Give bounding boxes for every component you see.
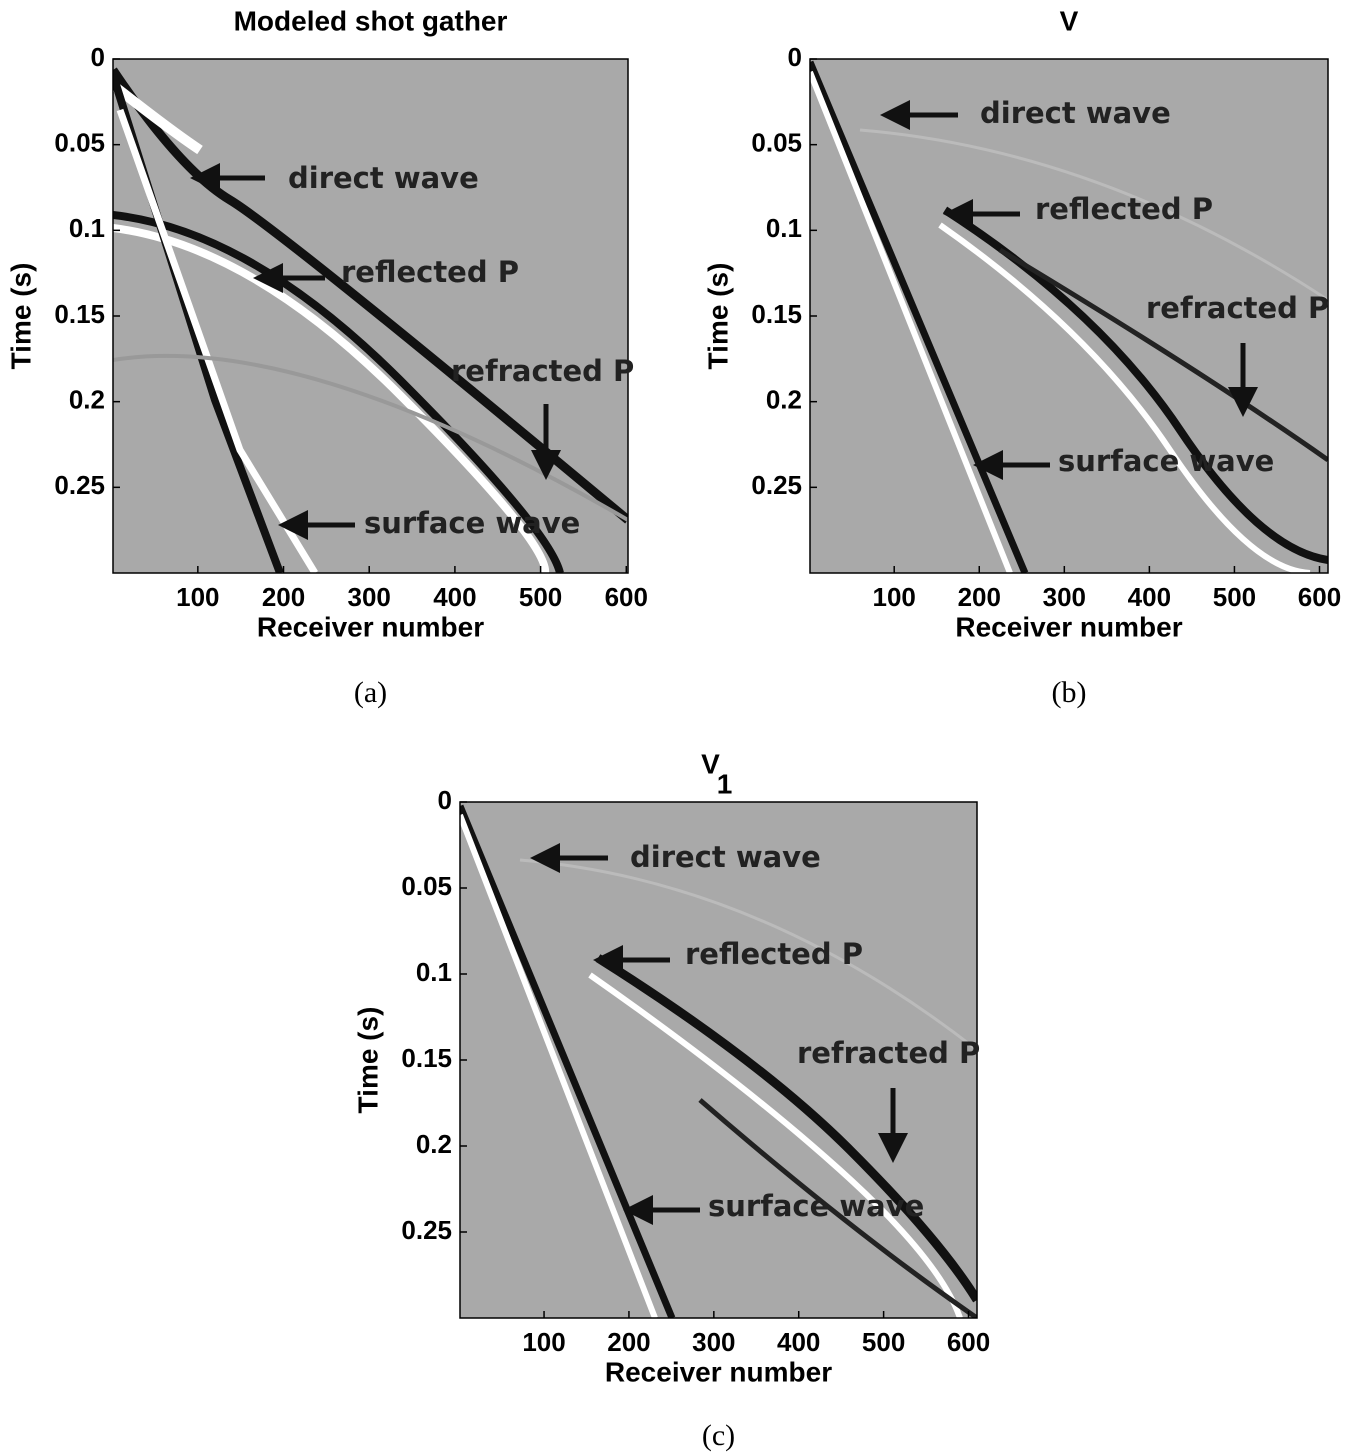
x-tick-label: 200 bbox=[958, 582, 1001, 612]
x-tick-label: 600 bbox=[605, 582, 648, 612]
x-tick-label: 300 bbox=[692, 1327, 735, 1357]
wave-event bbox=[113, 81, 203, 155]
y-tick-label: 0.2 bbox=[416, 1129, 452, 1159]
x-tick-label: 400 bbox=[777, 1327, 820, 1357]
panel-title: V bbox=[701, 748, 720, 779]
wavefield-events bbox=[810, 60, 1328, 573]
annotation: reflected P bbox=[685, 937, 863, 971]
x-tick-label: 200 bbox=[607, 1327, 650, 1357]
panel-title-sub: 1 bbox=[717, 768, 733, 799]
x-tick-label: 300 bbox=[348, 582, 391, 612]
y-tick-label: 0.2 bbox=[766, 385, 802, 415]
wave-event bbox=[938, 222, 1311, 573]
x-tick-label: 600 bbox=[947, 1327, 990, 1357]
annotation: direct wave bbox=[288, 161, 479, 195]
y-tick-label: 0.2 bbox=[69, 385, 105, 415]
panel-title: Modeled shot gather bbox=[234, 5, 508, 36]
x-tick-label: 200 bbox=[262, 582, 305, 612]
y-tick-label: 0.25 bbox=[401, 1215, 452, 1245]
annotation: reflected P bbox=[341, 255, 519, 289]
wave-event bbox=[998, 247, 1328, 463]
y-tick-label: 0.15 bbox=[54, 299, 105, 329]
panel: Modeled shot gather Receiver number Time (… bbox=[5, 5, 648, 709]
caption: (c) bbox=[702, 1419, 735, 1452]
wavefield bbox=[810, 59, 1328, 573]
annotation: surface wave bbox=[364, 506, 580, 540]
x-tick-label: 100 bbox=[176, 582, 219, 612]
wave-event bbox=[519, 858, 977, 1052]
wave-event bbox=[460, 804, 676, 1318]
x-axis-label: Receiver number bbox=[605, 1356, 832, 1387]
wave-event bbox=[698, 1098, 977, 1318]
y-tick-label: 0 bbox=[788, 42, 802, 72]
wave-event bbox=[113, 224, 550, 573]
wave-event bbox=[810, 70, 1013, 573]
y-tick-label: 0.05 bbox=[401, 871, 452, 901]
wave-event bbox=[595, 954, 977, 1303]
x-tick-label: 400 bbox=[1128, 582, 1171, 612]
y-tick-label: 0.25 bbox=[751, 470, 802, 500]
annotation: refracted P bbox=[451, 354, 634, 388]
y-axis-label: Time (s) bbox=[352, 1007, 383, 1114]
caption: (b) bbox=[1052, 676, 1087, 709]
y-axis-label: Time (s) bbox=[702, 263, 733, 370]
y-tick-label: 0.15 bbox=[751, 299, 802, 329]
annotation: surface wave bbox=[1058, 444, 1274, 478]
caption: (a) bbox=[354, 676, 387, 709]
x-tick-label: 500 bbox=[1213, 582, 1256, 612]
y-tick-label: 0.25 bbox=[54, 470, 105, 500]
x-tick-label: 500 bbox=[862, 1327, 905, 1357]
wave-event bbox=[460, 813, 658, 1318]
y-tick-label: 0.1 bbox=[766, 213, 802, 243]
wavefield-events bbox=[460, 804, 977, 1318]
wavefield bbox=[460, 802, 977, 1318]
x-tick-label: 600 bbox=[1298, 582, 1341, 612]
x-tick-label: 300 bbox=[1043, 582, 1086, 612]
x-tick-label: 100 bbox=[522, 1327, 565, 1357]
panel: V Receiver number Time (s) (b) 100 200 300 400 5… bbox=[702, 5, 1341, 709]
y-tick-label: 0 bbox=[438, 785, 452, 815]
x-tick-label: 500 bbox=[519, 582, 562, 612]
x-tick-label: 400 bbox=[433, 582, 476, 612]
annotation: surface wave bbox=[708, 1189, 924, 1223]
wave-event bbox=[810, 60, 1029, 573]
wave-event bbox=[859, 128, 1328, 302]
y-tick-label: 0.05 bbox=[751, 128, 802, 158]
panel: V1 Receiver number Time (s) (c) 100 200 300 400… bbox=[352, 748, 990, 1452]
wave-event bbox=[113, 211, 564, 573]
y-tick-label: 0.15 bbox=[401, 1043, 452, 1073]
x-tick-label: 100 bbox=[873, 582, 916, 612]
annotation: direct wave bbox=[630, 840, 821, 874]
annotation: direct wave bbox=[980, 96, 1171, 130]
x-axis-label: Receiver number bbox=[257, 611, 484, 642]
x-axis-label: Receiver number bbox=[955, 611, 1182, 642]
annotation: refracted P bbox=[797, 1036, 980, 1070]
y-tick-label: 0.1 bbox=[416, 957, 452, 987]
wave-event bbox=[588, 972, 963, 1318]
panel-title: V bbox=[1060, 5, 1079, 36]
annotation: refracted P bbox=[1146, 291, 1329, 325]
y-tick-label: 0.1 bbox=[69, 213, 105, 243]
wave-event bbox=[113, 67, 628, 524]
y-axis-label: Time (s) bbox=[5, 263, 36, 370]
annotation: reflected P bbox=[1035, 192, 1213, 226]
y-tick-label: 0 bbox=[91, 42, 105, 72]
y-tick-label: 0.05 bbox=[54, 128, 105, 158]
